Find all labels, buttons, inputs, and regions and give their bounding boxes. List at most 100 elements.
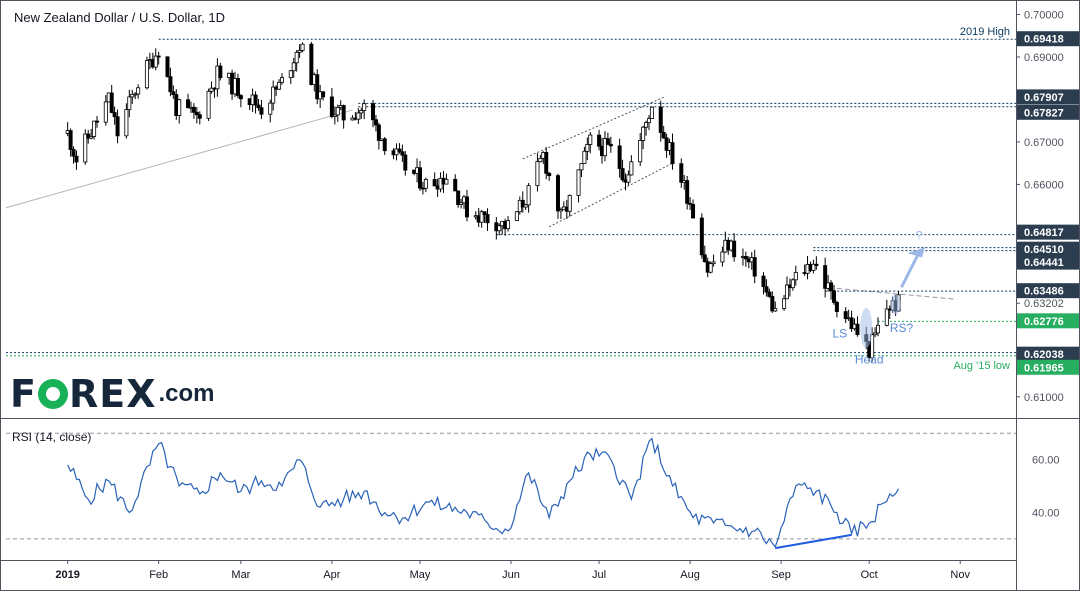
time-tick-label-8: Sep (771, 569, 791, 581)
bull-candle (89, 136, 94, 139)
bear-candle (417, 167, 422, 189)
bull-candle (585, 144, 590, 152)
bull-candle (127, 96, 132, 111)
bull-candle (576, 169, 581, 196)
bull-candle (782, 298, 787, 309)
bull-candle (535, 161, 540, 187)
bull-candle (629, 161, 634, 176)
bear-candle (74, 155, 79, 163)
bear-candle (397, 148, 402, 153)
bull-candle (144, 60, 149, 89)
bull-candle (271, 86, 276, 104)
bear-candle (767, 291, 772, 297)
level-badge-label-9: 0.61965 (1024, 362, 1064, 374)
bear-candle (253, 94, 258, 106)
bear-candle (761, 275, 766, 288)
bear-candle (382, 138, 387, 152)
bull-candle (870, 334, 875, 359)
bull-candle (288, 70, 293, 79)
rsi-divergence-line (775, 533, 852, 550)
bear-candle (547, 172, 552, 177)
bear-candle (256, 104, 261, 109)
rsi-line (67, 437, 900, 549)
bear-candle (259, 107, 264, 115)
bear-candle (197, 114, 202, 119)
bear-candle (71, 149, 76, 157)
bear-candle (849, 317, 854, 330)
level-badge-label-3: 0.64817 (1024, 227, 1064, 239)
bear-candle (371, 103, 376, 121)
bull-candle (133, 93, 138, 96)
bear-candle (679, 163, 684, 183)
logo-globe-icon (37, 379, 68, 409)
bear-candle (752, 257, 757, 277)
bear-candle (843, 311, 848, 320)
bull-candle (300, 43, 305, 51)
time-tick-label-4: May (410, 569, 431, 581)
bull-candle (811, 263, 816, 271)
time-axis: 2019 Feb Mar Apr May Jun Jul Aug Sep Oct Nov (55, 560, 970, 581)
bull-candle (297, 50, 302, 53)
bull-candle (268, 102, 273, 115)
bull-candle (720, 251, 725, 263)
time-tick-label-5: Jun (502, 569, 520, 581)
price-tick-label-1: 0.69000 (1024, 52, 1064, 64)
channel-lower-line (548, 162, 673, 228)
bear-candle (555, 175, 560, 212)
bear-candle (658, 106, 663, 133)
bear-candle (699, 217, 704, 256)
bear-candle (165, 56, 170, 78)
bear-candle (376, 124, 381, 141)
bull-candle (773, 308, 778, 312)
bull-candle (514, 211, 519, 222)
level-badge-1 (1017, 89, 1079, 105)
time-tick-label-2: Mar (231, 569, 250, 581)
bear-candle (194, 111, 199, 116)
bear-candle (191, 106, 196, 113)
bull-candle (708, 263, 713, 273)
level-badge-0 (1017, 31, 1079, 47)
bear-candle (620, 168, 625, 181)
level-badge-label-7: 0.62776 (1024, 316, 1064, 328)
bear-candle (464, 196, 469, 218)
level-badge-4 (1017, 241, 1079, 257)
pattern-annotations: LS Head RS?? (832, 229, 925, 367)
bear-candle (218, 65, 223, 79)
rsi-tick-label-0: 60.00 (1032, 455, 1060, 467)
bear-candle (315, 74, 320, 100)
rsi-series (67, 437, 900, 550)
time-tick-label-9: Oct (861, 569, 878, 581)
head-highlight (860, 307, 873, 348)
bull-candle (359, 110, 364, 114)
bull-candle (479, 211, 484, 223)
bull-candle (277, 81, 282, 90)
bear-candle (661, 132, 666, 139)
bear-candle (329, 96, 334, 117)
forex-logo: F REX .com (10, 372, 215, 416)
time-tick-label-6: Jul (592, 569, 606, 581)
bear-candle (829, 282, 834, 292)
level-note-0: 2019 High (960, 26, 1010, 38)
bear-candle (238, 95, 243, 100)
bull-candle (579, 163, 584, 171)
bear-candle (732, 240, 737, 258)
logo-brand-left: F (10, 372, 37, 416)
bull-candle (638, 139, 643, 163)
bull-candle (423, 179, 428, 189)
price-tick-label-2: 0.67000 (1024, 137, 1064, 149)
bear-candle (95, 120, 100, 123)
bear-candle (855, 323, 860, 336)
bull-candle (356, 112, 361, 120)
level-badge-label-8: 0.62038 (1024, 349, 1064, 361)
bull-candle (784, 284, 789, 300)
bear-candle (86, 133, 91, 139)
bull-candle (362, 103, 367, 111)
bear-candle (770, 296, 775, 312)
bull-candle (332, 114, 337, 117)
bull-candle (153, 55, 158, 68)
bull-candle (506, 220, 511, 230)
bull-candle (294, 51, 299, 64)
bull-candle (206, 90, 211, 119)
bull-candle (588, 134, 593, 145)
